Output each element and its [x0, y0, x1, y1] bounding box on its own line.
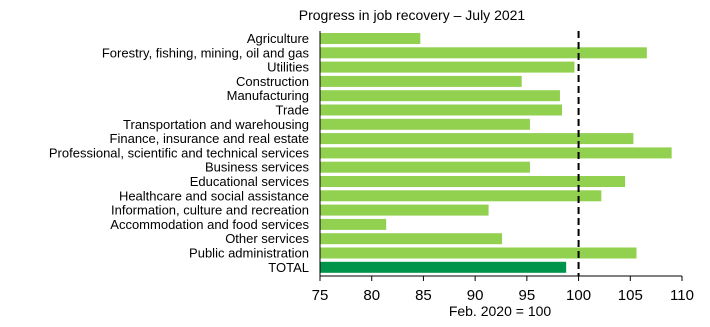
- category-label: Business services: [205, 160, 310, 175]
- category-label: Information, culture and recreation: [111, 203, 309, 218]
- x-tick-label: 90: [467, 287, 484, 304]
- x-tick-label: 85: [415, 287, 432, 304]
- category-label: Trade: [276, 103, 309, 118]
- category-label: Forestry, fishing, mining, oil and gas: [102, 45, 310, 60]
- bar-manufacturing: [320, 90, 560, 102]
- chart-title: Progress in job recovery – July 2021: [299, 7, 526, 23]
- bar-construction: [320, 75, 522, 87]
- category-label: Healthcare and social assistance: [119, 188, 309, 203]
- bar-transportation-and-warehousing: [320, 118, 530, 130]
- category-label: Finance, insurance and real estate: [110, 131, 309, 146]
- x-tick-label: 80: [363, 287, 380, 304]
- bars-group: [320, 33, 672, 273]
- x-tick-label: 110: [670, 287, 694, 304]
- category-label: Transportation and warehousing: [123, 117, 309, 132]
- category-label: TOTAL: [268, 260, 309, 275]
- category-label: Agriculture: [247, 31, 309, 46]
- bar-educational-services: [320, 176, 626, 187]
- x-axis-ticks: 75 80 85 90 95 100 105 110: [312, 276, 694, 304]
- bar-information-culture-and-recreation: [320, 204, 489, 216]
- category-label: Utilities: [267, 60, 309, 75]
- category-label: Accommodation and food services: [110, 217, 309, 232]
- bar-other-services: [320, 233, 503, 245]
- bar-forestry-fishing-mining-oil-and-gas: [320, 47, 647, 59]
- category-label: Professional, scientific and technical s…: [49, 145, 310, 160]
- category-label: Public administration: [189, 246, 309, 261]
- bar-agriculture: [320, 33, 421, 44]
- x-tick-label: 105: [618, 287, 643, 304]
- x-tick-label: 95: [519, 287, 536, 304]
- bar-healthcare-and-social-assistance: [320, 190, 602, 202]
- bar-public-administration: [320, 247, 637, 259]
- x-tick-label: 100: [566, 287, 591, 304]
- category-label: Educational services: [190, 174, 310, 189]
- bar-professional-scientific-and-technical-services: [320, 147, 672, 159]
- category-label: Construction: [236, 74, 309, 89]
- bar-total: [320, 261, 567, 273]
- category-label: Manufacturing: [227, 88, 309, 103]
- bar-finance-insurance-and-real-estate: [320, 133, 634, 145]
- x-axis-label: Feb. 2020 = 100: [449, 303, 552, 319]
- bar-accommodation-and-food-services: [320, 218, 387, 230]
- bar-trade: [320, 104, 563, 116]
- bar-utilities: [320, 61, 575, 73]
- bar-business-services: [320, 161, 530, 173]
- category-label: Other services: [225, 231, 309, 246]
- x-tick-label: 75: [312, 287, 329, 304]
